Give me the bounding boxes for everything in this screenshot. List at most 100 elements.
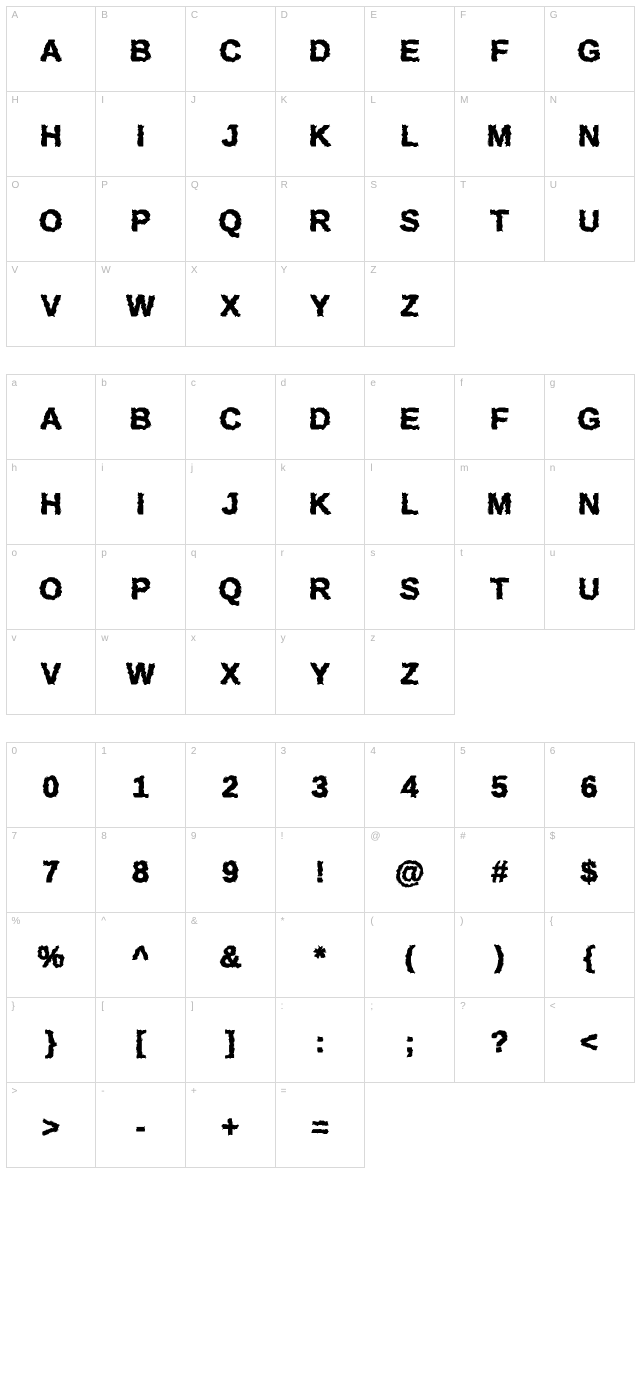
glyph-cell: QQ [185, 176, 276, 262]
glyph-cell: 00 [6, 742, 97, 828]
glyph-cell: << [544, 997, 635, 1083]
glyph-cell: JJ [185, 91, 276, 177]
cell-label: ? [460, 1001, 466, 1012]
empty-cell [454, 1082, 545, 1168]
cell-label: N [550, 95, 557, 106]
cell-label: j [191, 463, 193, 474]
cell-label: 1 [101, 746, 107, 757]
cell-label: a [12, 378, 18, 389]
glyph-cell: uU [544, 544, 635, 630]
glyph-cell: 11 [95, 742, 186, 828]
cell-label: < [550, 1001, 556, 1012]
cell-label: q [191, 548, 197, 559]
cell-label: ) [460, 916, 463, 927]
character-map: AABBCCDDEEFFGGHHIIJJKKLLMMNNOOPPQQRRSSTT… [6, 6, 634, 1167]
cell-glyph: 6 [581, 771, 598, 805]
cell-glyph: ^ [132, 941, 150, 975]
glyph-cell: %% [6, 912, 97, 998]
cell-glyph: # [491, 856, 508, 890]
cell-glyph: I [136, 120, 144, 154]
glyph-block-numbers-symbols: 00112233445566778899!!@@##$$%%^^&&**(())… [6, 742, 634, 1167]
cell-glyph: @ [395, 856, 424, 890]
glyph-cell: (( [364, 912, 455, 998]
cell-glyph: P [131, 205, 151, 239]
cell-glyph: E [400, 35, 420, 69]
cell-label: 9 [191, 831, 197, 842]
glyph-cell: sS [364, 544, 455, 630]
cell-glyph: ] [225, 1026, 235, 1060]
glyph-cell: nN [544, 459, 635, 545]
glyph-cell: CC [185, 6, 276, 92]
glyph-cell: ** [275, 912, 366, 998]
glyph-cell: )) [454, 912, 545, 998]
cell-label: > [12, 1086, 18, 1097]
cell-glyph: < [580, 1026, 598, 1060]
cell-glyph: V [41, 658, 61, 692]
cell-label: u [550, 548, 556, 559]
glyph-cell: wW [95, 629, 186, 715]
glyph-cell: ;; [364, 997, 455, 1083]
glyph-cell: SS [364, 176, 455, 262]
cell-glyph: W [126, 290, 154, 324]
cell-label: 6 [550, 746, 556, 757]
cell-label: i [101, 463, 103, 474]
cell-glyph: [ [136, 1026, 146, 1060]
cell-glyph: C [219, 403, 241, 437]
cell-glyph: M [487, 488, 512, 522]
cell-glyph: : [315, 1026, 325, 1060]
cell-label: x [191, 633, 196, 644]
glyph-cell: fF [454, 374, 545, 460]
cell-label: A [12, 10, 19, 21]
glyph-cell: YY [275, 261, 366, 347]
glyph-cell: ?? [454, 997, 545, 1083]
cell-label: Q [191, 180, 199, 191]
glyph-cell: lL [364, 459, 455, 545]
cell-glyph: S [400, 205, 420, 239]
glyph-cell: == [275, 1082, 366, 1168]
cell-glyph: & [219, 941, 241, 975]
cell-glyph: ) [494, 941, 504, 975]
glyph-cell: vV [6, 629, 97, 715]
glyph-cell: ++ [185, 1082, 276, 1168]
glyph-cell: oO [6, 544, 97, 630]
cell-glyph: D [309, 35, 331, 69]
cell-glyph: D [309, 403, 331, 437]
cell-label: & [191, 916, 198, 927]
glyph-cell: @@ [364, 827, 455, 913]
cell-label: { [550, 916, 553, 927]
empty-cell [364, 1082, 455, 1168]
glyph-cell: aA [6, 374, 97, 460]
glyph-block-uppercase: AABBCCDDEEFFGGHHIIJJKKLLMMNNOOPPQQRRSSTT… [6, 6, 634, 346]
cell-label: U [550, 180, 557, 191]
glyph-cell: 88 [95, 827, 186, 913]
cell-glyph: K [309, 488, 331, 522]
cell-glyph: Z [401, 658, 419, 692]
cell-label: v [12, 633, 17, 644]
glyph-cell: ZZ [364, 261, 455, 347]
cell-glyph: R [309, 205, 331, 239]
cell-label: * [281, 916, 285, 927]
cell-glyph: 5 [491, 771, 508, 805]
cell-label: + [191, 1086, 197, 1097]
cell-glyph: L [401, 488, 419, 522]
glyph-cell: UU [544, 176, 635, 262]
empty-cell [454, 629, 545, 715]
cell-glyph: 2 [222, 771, 239, 805]
cell-label: h [12, 463, 18, 474]
glyph-grid: aAbBcCdDeEfFgGhHiIjJkKlLmMnNoOpPqQrRsStT… [6, 374, 634, 714]
glyph-cell: 33 [275, 742, 366, 828]
cell-label: K [281, 95, 288, 106]
cell-label: y [281, 633, 286, 644]
cell-label: : [281, 1001, 284, 1012]
glyph-grid: AABBCCDDEEFFGGHHIIJJKKLLMMNNOOPPQQRRSSTT… [6, 6, 634, 346]
cell-label: X [191, 265, 198, 276]
glyph-cell: PP [95, 176, 186, 262]
cell-glyph: R [309, 573, 331, 607]
cell-label: G [550, 10, 558, 21]
cell-label: R [281, 180, 288, 191]
cell-label: - [101, 1086, 104, 1097]
cell-label: z [370, 633, 375, 644]
glyph-grid: 00112233445566778899!!@@##$$%%^^&&**(())… [6, 742, 634, 1167]
cell-glyph: 8 [132, 856, 149, 890]
cell-label: I [101, 95, 104, 106]
